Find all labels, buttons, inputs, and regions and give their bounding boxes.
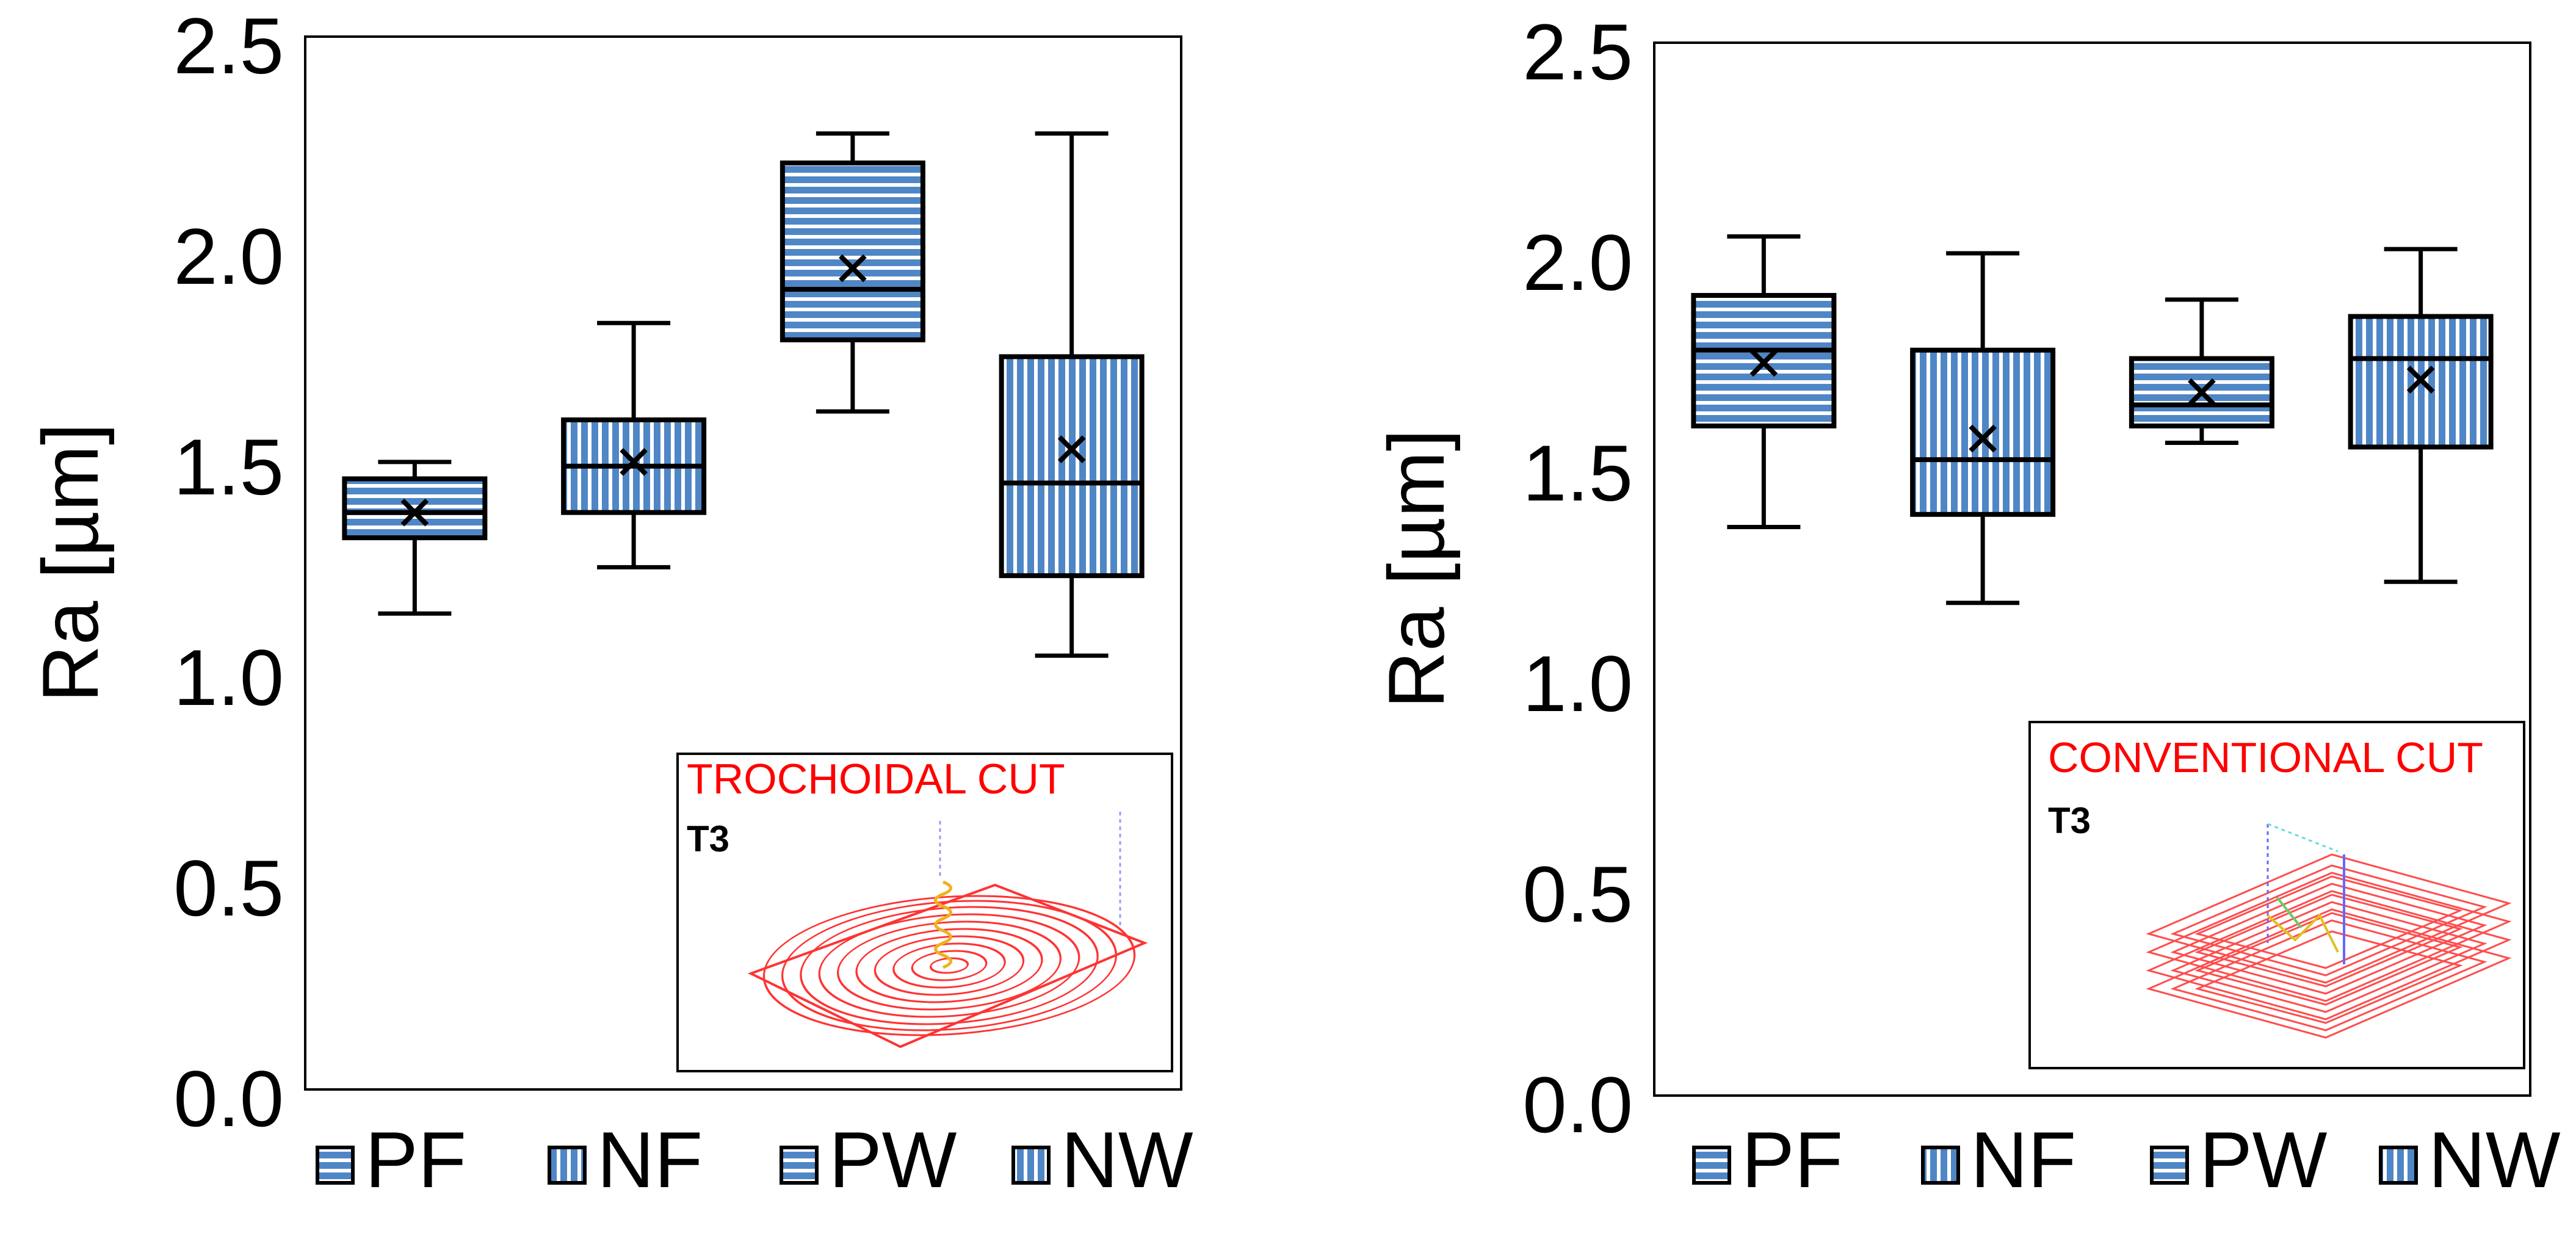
mean-marker (1057, 435, 1086, 464)
legend-item-pf: PF (316, 1115, 466, 1204)
legend-label: PW (2199, 1115, 2328, 1204)
inset-title: TROCHOIDAL CUT (687, 755, 1065, 803)
legend-label: PF (365, 1115, 466, 1204)
box-group-0 (342, 131, 1145, 658)
y-axis-label: Ra [µm] (1372, 429, 1461, 709)
legend-label: PW (829, 1115, 957, 1204)
y-tick-label: 1.5 (1522, 428, 1633, 518)
legend-1: PF NF PW NW (1692, 1115, 2561, 1204)
box-pw (780, 131, 925, 414)
inset-conventional: CONVENTIONAL CUT T3 (2028, 721, 2525, 1069)
box-iqr (1910, 347, 2056, 517)
y-tick-label: 2.0 (1522, 218, 1633, 307)
mean-marker (2406, 366, 2435, 394)
y-tick-label: 0.0 (1522, 1060, 1633, 1149)
y-tick-label: 1.5 (173, 422, 284, 511)
legend-item-pw: PW (780, 1115, 957, 1204)
mean-marker (620, 448, 648, 476)
chart-0: 2.5 2.0 1.5 1.0 0.5 0.0 Ra [µm] TROCHOID… (26, 1, 1193, 1204)
box-nf (1910, 251, 2056, 605)
legend-item-pf: PF (1692, 1115, 1843, 1204)
legend-swatch (548, 1146, 587, 1185)
legend-swatch (2150, 1146, 2189, 1185)
legend-label: NW (1061, 1115, 1193, 1204)
y-tick-label: 0.5 (1522, 850, 1633, 939)
legend-swatch (1692, 1146, 1731, 1185)
legend-label: NF (1970, 1115, 2076, 1204)
legend-0: PF NF PW NW (316, 1115, 1193, 1204)
legend-swatch (780, 1146, 819, 1185)
helix-entry (934, 880, 952, 969)
mean-marker (1749, 349, 1778, 377)
y-axis-label: Ra [µm] (26, 423, 115, 703)
mean-marker (839, 254, 867, 283)
y-tick-label: 2.5 (173, 1, 284, 90)
inset-trochoidal: TROCHOIDAL CUT T3 (676, 753, 1173, 1072)
inset-tool-label: T3 (687, 818, 729, 859)
y-tick-labels-0: 2.5 2.0 1.5 1.0 0.5 0.0 (173, 1, 284, 1143)
y-tick-label: 0.5 (173, 843, 284, 933)
box-nw (2348, 247, 2494, 584)
box-iqr (342, 476, 488, 541)
trochoidal-toolpath-illustration (747, 812, 1148, 1049)
box-nf (561, 320, 707, 569)
legend-swatch (1921, 1146, 1960, 1185)
y-tick-labels-1: 2.5 2.0 1.5 1.0 0.5 0.0 (1522, 7, 1633, 1149)
legend-label: NF (597, 1115, 703, 1204)
legend-label: NW (2428, 1115, 2561, 1204)
inset-tool-label: T3 (2048, 800, 2091, 841)
mean-marker (1969, 424, 1997, 453)
legend-item-nf: NF (548, 1115, 703, 1204)
legend-item-pw: PW (2150, 1115, 2328, 1204)
inset-title: CONVENTIONAL CUT (2048, 734, 2483, 781)
box-iqr (999, 354, 1145, 579)
box-iqr (780, 161, 925, 342)
legend-label: PF (1742, 1115, 1843, 1204)
box-group-1 (1691, 234, 2494, 605)
legend-swatch (316, 1146, 355, 1185)
mean-marker (400, 498, 429, 527)
legend-item-nw: NW (1011, 1115, 1193, 1204)
y-tick-label: 0.0 (173, 1054, 284, 1143)
box-pw (2129, 297, 2274, 445)
plot-area-0 (304, 35, 1182, 1091)
legend-swatch (1011, 1146, 1051, 1185)
plot-area-1 (1653, 42, 2531, 1097)
mean-marker (2188, 378, 2216, 406)
legend-item-nf: NF (1921, 1115, 2076, 1204)
box-pf (342, 460, 488, 616)
legend-item-nw: NW (2379, 1115, 2561, 1204)
y-tick-label: 1.0 (173, 633, 284, 722)
conventional-toolpath-illustration (2146, 823, 2512, 1039)
y-tick-label: 1.0 (1522, 639, 1633, 728)
box-pf (1691, 234, 1837, 529)
chart-1: 2.5 2.0 1.5 1.0 0.5 0.0 Ra [µm] CONVENTI… (1372, 7, 2561, 1204)
y-tick-label: 2.5 (1522, 7, 1633, 96)
box-nw (999, 131, 1145, 658)
legend-swatch (2379, 1146, 2418, 1185)
y-tick-label: 2.0 (173, 212, 284, 301)
